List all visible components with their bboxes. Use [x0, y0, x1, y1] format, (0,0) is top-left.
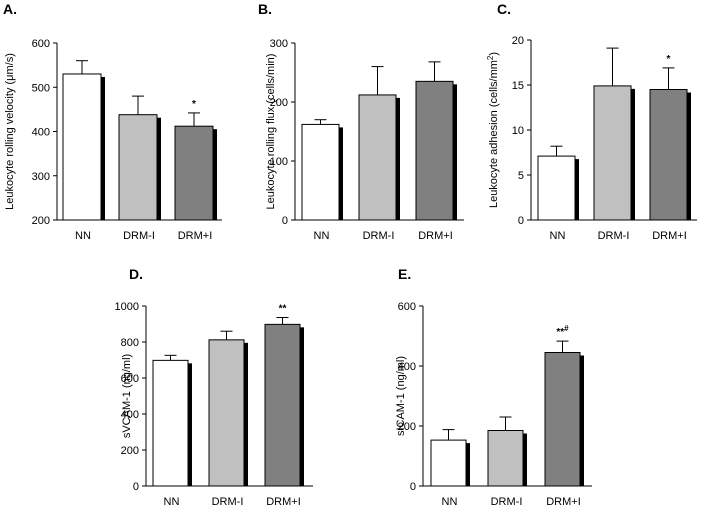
- bar: [358, 94, 397, 221]
- y-axis-title-superscript: 2: [486, 55, 495, 60]
- x-tick-label: DRM-I: [212, 496, 244, 508]
- y-tick-label: 15: [512, 80, 524, 92]
- bar: [301, 123, 340, 221]
- y-tick-label: 0: [282, 215, 288, 227]
- x-tick-label: NN: [442, 496, 458, 508]
- chart-panel-e: E. 0 200 400 600 sICAM-1 (ng/ml) NN DRM-I DRM+I *…: [395, 266, 592, 508]
- x-tick-label: DRM-I: [123, 230, 155, 242]
- y-tick-label: 200: [398, 421, 416, 433]
- y-tick-label: 800: [121, 337, 139, 349]
- y-tick-label: 200: [32, 215, 50, 227]
- y-tick-label: 0: [518, 215, 524, 227]
- y-axis-title-end: ): [488, 52, 500, 56]
- bar: [174, 125, 214, 221]
- y-axis-title: Leukocyte adhesion (cells/mm2): [486, 52, 501, 208]
- y-tick-label: 10: [512, 125, 524, 137]
- chart-panel-b: B. 0 100 200 300 Leukocyte rolling flux (cell…: [258, 1, 464, 242]
- x-tick-label: DRM-I: [491, 496, 523, 508]
- x-tick-label: NN: [75, 230, 91, 242]
- y-tick-label: 600: [121, 373, 139, 385]
- x-tick-label: DRM+I: [546, 496, 581, 508]
- panel-label: B.: [258, 1, 272, 17]
- x-tick-label: DRM+I: [178, 230, 213, 242]
- bar: [649, 89, 688, 221]
- y-tick-label: 0: [410, 481, 416, 493]
- y-tick-label: 500: [32, 82, 50, 94]
- panel-label: C.: [497, 1, 511, 17]
- bar: [415, 80, 454, 221]
- panel-label: D.: [129, 266, 143, 282]
- chart-panel-c: C. 0 5 10 15 20 Leukocyte adhesion (cells/mm2)…: [486, 1, 697, 242]
- x-tick-label: NN: [550, 230, 566, 242]
- bar: [62, 73, 102, 221]
- significance-marker: *: [667, 54, 671, 65]
- y-tick-label: 400: [121, 409, 139, 421]
- bar: [593, 85, 632, 221]
- x-tick-label: DRM-I: [363, 230, 395, 242]
- bar: [430, 439, 467, 487]
- y-tick-label: 400: [32, 127, 50, 139]
- y-tick-label: 300: [270, 38, 288, 50]
- x-tick-label: DRM+I: [418, 230, 453, 242]
- y-tick-label: 300: [32, 171, 50, 183]
- significance-marker: *: [192, 99, 196, 110]
- x-tick-label: DRM-I: [598, 230, 630, 242]
- bar: [152, 359, 189, 487]
- significance-marker: **: [279, 304, 287, 315]
- y-axis-title: sVCAM-1 (ng/ml): [121, 354, 133, 438]
- y-tick-label: 600: [398, 301, 416, 313]
- y-tick-label: 200: [270, 97, 288, 109]
- y-tick-label: 100: [270, 156, 288, 168]
- y-tick-label: 200: [121, 445, 139, 457]
- chart-panel-a: A. 200 300 400 500 600 Leukocyte rolling veloc…: [3, 1, 222, 242]
- y-tick-label: 5: [518, 170, 524, 182]
- y-axis-title: sICAM-1 (ng/ml): [395, 356, 407, 436]
- y-tick-label: 400: [398, 361, 416, 373]
- y-tick-label: 600: [32, 38, 50, 50]
- y-axis-title: Leukocyte rolling flux (cells/min): [265, 54, 277, 210]
- y-tick-label: 0: [133, 481, 139, 493]
- panel-label: E.: [398, 266, 411, 282]
- x-tick-label: NN: [314, 230, 330, 242]
- significance-marker-superscript: #: [564, 324, 569, 333]
- y-tick-label: 1000: [115, 301, 139, 313]
- bar: [537, 155, 576, 221]
- x-tick-label: NN: [164, 496, 180, 508]
- x-tick-label: DRM+I: [652, 230, 687, 242]
- y-axis-title: Leukocyte rolling velocity (μm/s): [4, 53, 16, 210]
- x-tick-label: DRM+I: [266, 496, 301, 508]
- bar: [208, 339, 245, 487]
- bar: [118, 114, 158, 221]
- bar: [264, 323, 301, 487]
- bar: [487, 430, 524, 487]
- significance-marker: **#: [556, 324, 569, 339]
- bar: [544, 352, 581, 487]
- panel-label: A.: [3, 1, 17, 17]
- chart-panel-d: D. 0 200 400 600 800 1000 sVCAM-1 (ng/ml) NN DRM-…: [115, 266, 313, 508]
- y-tick-label: 20: [512, 35, 524, 47]
